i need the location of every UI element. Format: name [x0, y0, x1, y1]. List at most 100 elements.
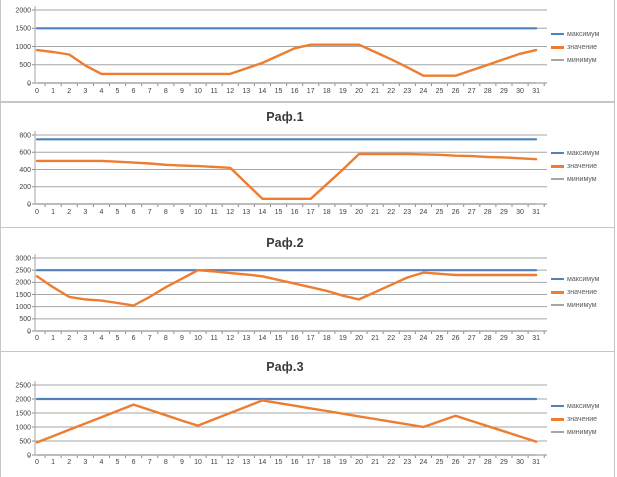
- x-tick-label: 14: [259, 88, 267, 95]
- legend-line-swatch: [551, 278, 564, 280]
- x-tick-label: 24: [420, 459, 428, 466]
- x-tick-label: 8: [164, 335, 168, 342]
- legend-line-swatch: [551, 33, 564, 35]
- chart-title: Раф.1: [266, 110, 304, 124]
- x-tick-label: 11: [210, 88, 217, 95]
- x-tick-label: 6: [132, 459, 136, 466]
- x-tick-label: 16: [291, 88, 299, 95]
- y-tick-label: 2500: [15, 382, 31, 389]
- x-tick-label: 9: [180, 209, 184, 216]
- legend-item-maximum: максимум: [551, 30, 611, 38]
- x-tick-label: 3: [83, 335, 87, 342]
- x-tick-label: 0: [35, 459, 39, 466]
- x-tick-label: 19: [339, 88, 347, 95]
- x-tick-label: 19: [339, 459, 347, 466]
- legend-line-swatch: [551, 59, 564, 61]
- x-tick-label: 19: [339, 209, 347, 216]
- legend-item-maximum: максимум: [551, 149, 611, 157]
- legend-label: максимум: [567, 275, 600, 283]
- x-tick-label: 14: [259, 335, 267, 342]
- legend-label: значение: [567, 288, 598, 296]
- x-tick-label: 11: [210, 209, 217, 216]
- x-tick-label: 8: [164, 459, 168, 466]
- x-tick-label: 12: [226, 88, 234, 95]
- x-tick-label: 3: [83, 88, 87, 95]
- legend-line-swatch: [551, 45, 564, 49]
- legend-label: максимум: [567, 149, 600, 157]
- x-tick-label: 2: [67, 335, 71, 342]
- legend: максимум значение минимум: [551, 275, 611, 309]
- legend-label: значение: [567, 43, 598, 51]
- x-tick-label: 23: [403, 209, 411, 216]
- x-tick-label: 16: [291, 459, 299, 466]
- y-tick-label: 1000: [15, 44, 31, 51]
- x-tick-label: 31: [532, 209, 540, 216]
- x-tick-label: 25: [436, 209, 444, 216]
- x-tick-label: 11: [210, 459, 217, 466]
- legend-label: минимум: [567, 175, 597, 183]
- x-tick-label: 11: [210, 335, 217, 342]
- x-tick-label: 15: [275, 335, 283, 342]
- legend-item-minimum: минимум: [551, 56, 611, 64]
- x-tick-label: 4: [99, 335, 103, 342]
- x-tick-label: 15: [275, 88, 283, 95]
- x-tick-label: 12: [226, 459, 234, 466]
- x-tick-label: 17: [307, 459, 315, 466]
- x-tick-label: 23: [403, 335, 411, 342]
- x-tick-label: 18: [323, 209, 331, 216]
- x-tick-label: 18: [323, 335, 331, 342]
- x-tick-label: 5: [116, 459, 120, 466]
- legend-label: минимум: [567, 301, 597, 309]
- y-tick-label: 500: [19, 62, 31, 69]
- legend-label: максимум: [567, 402, 600, 410]
- x-tick-label: 28: [484, 88, 492, 95]
- x-tick-label: 1: [51, 459, 55, 466]
- x-tick-label: 0: [35, 88, 39, 95]
- x-tick-label: 28: [484, 459, 492, 466]
- x-tick-label: 26: [452, 88, 460, 95]
- x-tick-label: 1: [51, 88, 55, 95]
- x-tick-label: 3: [83, 459, 87, 466]
- x-tick-label: 4: [99, 88, 103, 95]
- y-tick-label: 500: [19, 438, 31, 445]
- y-tick-label: 600: [19, 150, 31, 157]
- x-tick-label: 0: [35, 209, 39, 216]
- x-tick-label: 5: [116, 335, 120, 342]
- legend-line-swatch: [551, 152, 564, 154]
- x-tick-label: 19: [339, 335, 347, 342]
- x-tick-label: 27: [468, 209, 476, 216]
- x-tick-label: 9: [180, 459, 184, 466]
- chart-frame-0: 0500100015002000012345678910111213141516…: [0, 0, 615, 102]
- x-tick-label: 7: [148, 209, 152, 216]
- y-tick-label: 1000: [15, 304, 31, 311]
- y-tick-label: 1000: [15, 424, 31, 431]
- x-tick-label: 15: [275, 209, 283, 216]
- x-tick-label: 2: [67, 459, 71, 466]
- x-tick-label: 17: [307, 335, 315, 342]
- x-tick-label: 22: [387, 459, 395, 466]
- legend-label: минимум: [567, 56, 597, 64]
- legend-item-value: значение: [551, 162, 611, 170]
- x-tick-label: 10: [194, 88, 202, 95]
- y-tick-label: 400: [19, 167, 31, 174]
- chart-plot: 0500100015002000250001234567891011121314…: [15, 381, 547, 466]
- x-tick-label: 23: [403, 459, 411, 466]
- y-tick-label: 500: [19, 316, 31, 323]
- x-tick-label: 29: [500, 335, 508, 342]
- x-tick-label: 30: [516, 88, 524, 95]
- x-tick-label: 14: [259, 209, 267, 216]
- x-tick-label: 21: [371, 209, 379, 216]
- y-tick-label: 1500: [15, 292, 31, 299]
- x-tick-label: 18: [323, 88, 331, 95]
- x-tick-label: 28: [484, 209, 492, 216]
- x-tick-label: 12: [226, 335, 234, 342]
- x-tick-label: 20: [355, 88, 363, 95]
- x-tick-label: 26: [452, 209, 460, 216]
- legend-line-swatch: [551, 405, 564, 407]
- x-tick-label: 9: [180, 88, 184, 95]
- x-tick-label: 30: [516, 459, 524, 466]
- x-tick-label: 2: [67, 209, 71, 216]
- x-tick-label: 17: [307, 88, 315, 95]
- x-tick-label: 25: [436, 335, 444, 342]
- x-tick-label: 2: [67, 88, 71, 95]
